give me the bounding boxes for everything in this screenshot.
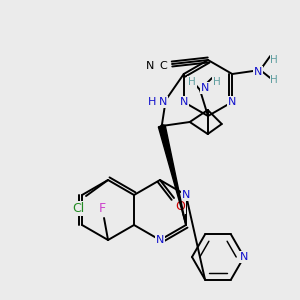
Text: N: N bbox=[180, 97, 188, 107]
Text: N: N bbox=[159, 97, 167, 107]
Text: N: N bbox=[254, 67, 262, 77]
Text: N: N bbox=[201, 83, 209, 93]
Text: N: N bbox=[240, 252, 248, 262]
Text: H: H bbox=[270, 75, 278, 85]
Text: O: O bbox=[175, 200, 185, 212]
Text: N: N bbox=[156, 235, 164, 245]
Text: N: N bbox=[228, 97, 236, 107]
Text: H: H bbox=[270, 55, 278, 65]
Text: N: N bbox=[146, 61, 154, 71]
Text: F: F bbox=[98, 202, 106, 214]
Text: N: N bbox=[182, 190, 190, 200]
Text: C: C bbox=[159, 61, 167, 71]
Text: H: H bbox=[213, 77, 221, 87]
Text: Cl: Cl bbox=[72, 202, 84, 214]
Polygon shape bbox=[158, 125, 186, 225]
Text: H: H bbox=[188, 77, 196, 87]
Text: H: H bbox=[148, 97, 156, 107]
